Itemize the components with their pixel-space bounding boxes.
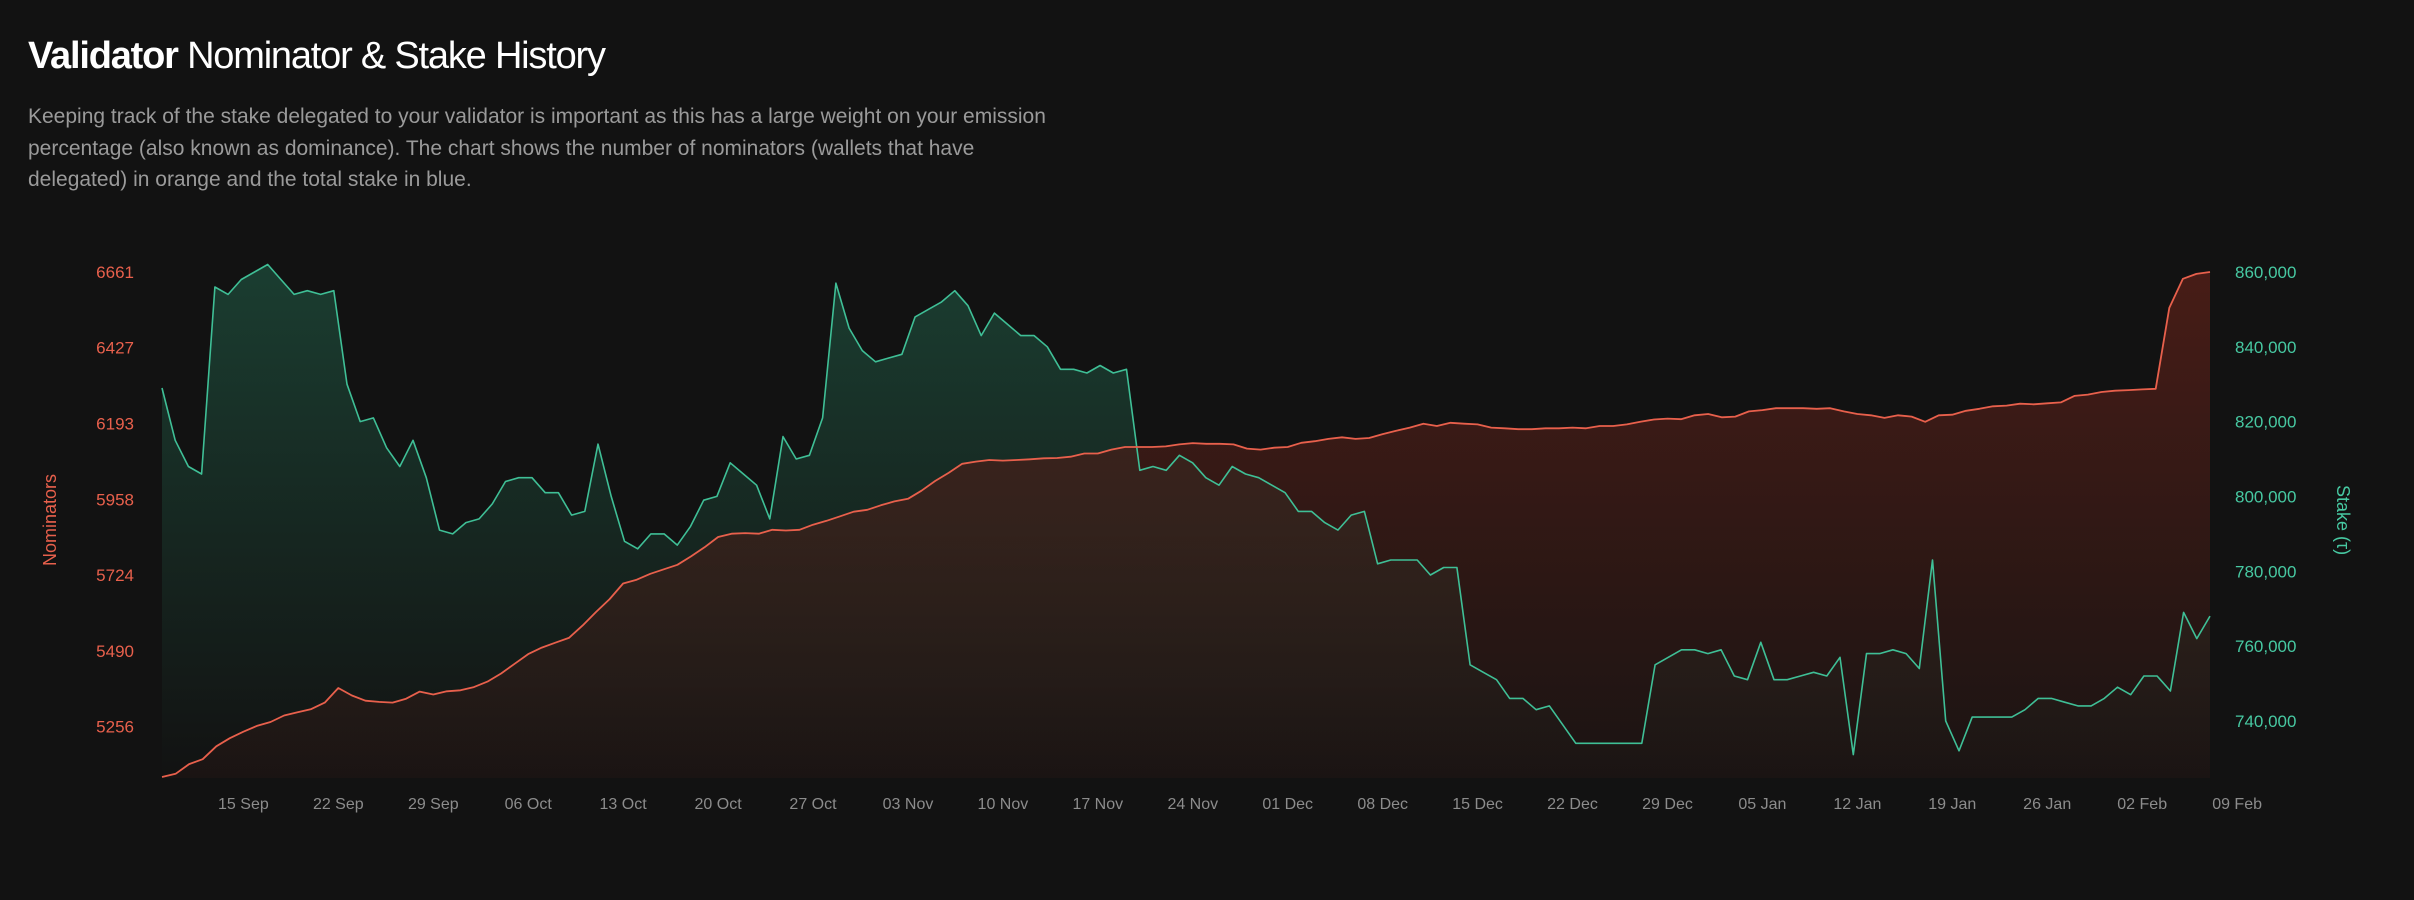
left-tick-label: 5724 <box>96 566 134 585</box>
left-tick-label: 6427 <box>96 339 134 358</box>
right-tick-label: 800,000 <box>2235 487 2296 506</box>
left-tick-label: 6193 <box>96 414 134 433</box>
stake-line-layer <box>161 263 2211 756</box>
x-tick-label: 24 Nov <box>1167 796 1218 813</box>
right-tick-label: 820,000 <box>2235 413 2296 432</box>
left-tick-label: 6661 <box>96 263 134 282</box>
nominators-line-layer <box>161 271 2211 778</box>
x-tick-label: 08 Dec <box>1357 796 1408 813</box>
x-tick-label: 12 Jan <box>1833 796 1881 813</box>
x-tick-label: 17 Nov <box>1072 796 1123 813</box>
x-axis-ticks: 15 Sep 22 Sep 29 Sep 06 Oct 13 Oct 20 Oct 27 O… <box>218 796 2262 813</box>
left-tick-label: 5958 <box>96 490 134 509</box>
x-tick-label: 22 Dec <box>1547 796 1598 813</box>
left-tick-label: 5490 <box>96 642 134 661</box>
right-axis-ticks: 860,000 840,000 820,000 800,000 780,000 760,0… <box>2235 263 2296 731</box>
x-tick-label: 01 Dec <box>1262 796 1313 813</box>
x-tick-label: 13 Oct <box>600 796 648 813</box>
x-tick-label: 15 Sep <box>218 796 269 813</box>
x-tick-label: 03 Nov <box>883 796 934 813</box>
x-tick-label: 19 Jan <box>1928 796 1976 813</box>
page-title: Validator Nominator & Stake History <box>28 30 606 82</box>
page-title-bold: Validator <box>28 35 179 77</box>
x-tick-label: 09 Feb <box>2212 796 2262 813</box>
right-tick-label: 860,000 <box>2235 263 2296 282</box>
right-tick-label: 760,000 <box>2235 637 2296 656</box>
left-axis-title: Nominators <box>40 474 60 566</box>
x-tick-label: 05 Jan <box>1738 796 1786 813</box>
right-tick-label: 740,000 <box>2235 712 2296 731</box>
x-tick-label: 02 Feb <box>2117 796 2167 813</box>
page-description: Keeping track of the stake delegated to … <box>28 105 1046 191</box>
right-tick-label: 780,000 <box>2235 562 2296 581</box>
right-tick-label: 840,000 <box>2235 338 2296 357</box>
page-title-rest: Nominator & Stake History <box>187 35 606 77</box>
x-tick-label: 22 Sep <box>313 796 364 813</box>
x-tick-label: 29 Sep <box>408 796 459 813</box>
left-axis-ticks: 6661 6427 6193 5958 5724 5490 5256 <box>96 263 134 737</box>
x-tick-label: 29 Dec <box>1642 796 1693 813</box>
nominators-line <box>161 271 2211 778</box>
left-tick-label: 5256 <box>96 718 134 737</box>
stake-line <box>161 263 2211 756</box>
x-tick-label: 27 Oct <box>789 796 837 813</box>
x-tick-label: 06 Oct <box>505 796 553 813</box>
x-tick-label: 20 Oct <box>695 796 743 813</box>
x-tick-label: 10 Nov <box>978 796 1029 813</box>
x-tick-label: 26 Jan <box>2023 796 2071 813</box>
right-axis-title: Stake (τ) <box>2333 485 2353 555</box>
x-tick-label: 15 Dec <box>1452 796 1503 813</box>
